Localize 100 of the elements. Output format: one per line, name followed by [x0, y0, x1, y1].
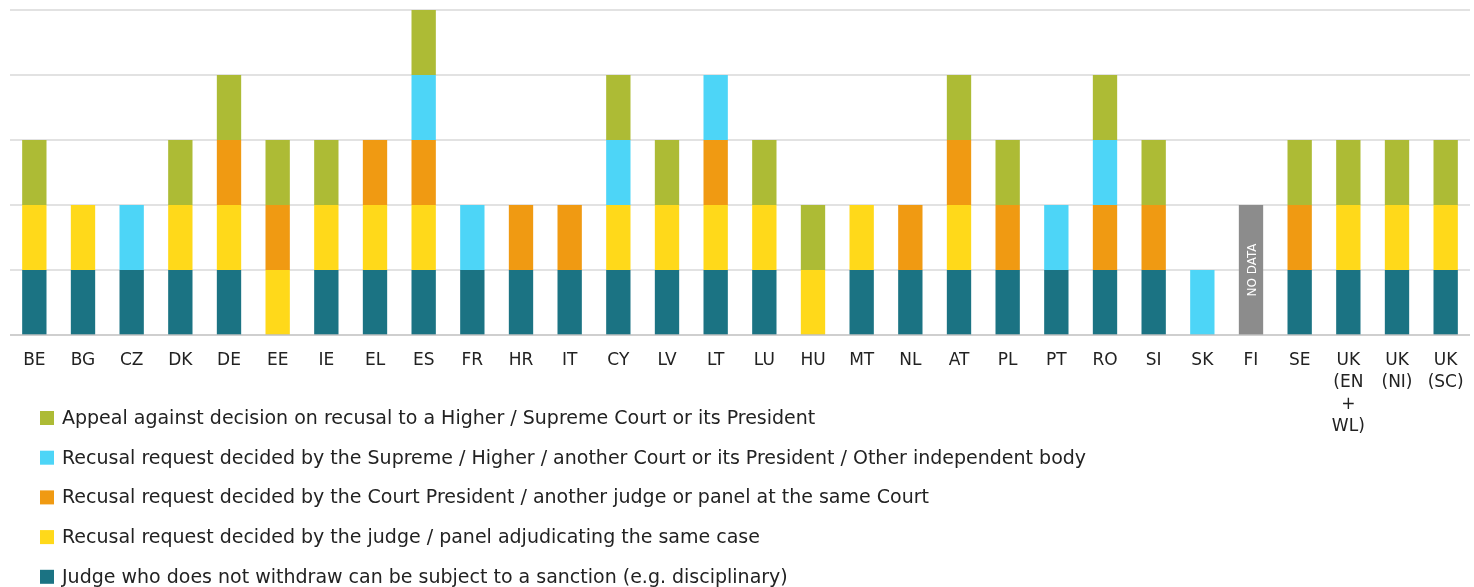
x-tick-label: FR — [461, 349, 484, 369]
x-tick-label: ES — [412, 349, 435, 369]
bar — [654, 270, 680, 335]
bar — [752, 140, 777, 205]
bar — [411, 270, 436, 335]
x-tick-label: EL — [364, 349, 386, 369]
bar — [216, 140, 242, 205]
bar — [1433, 270, 1458, 335]
bar — [1336, 205, 1361, 270]
bar — [1287, 270, 1312, 335]
bar — [265, 205, 290, 270]
bar — [557, 270, 582, 335]
bar — [995, 270, 1020, 335]
bar — [800, 270, 826, 335]
bar — [1336, 140, 1361, 205]
bar — [411, 75, 436, 140]
legend-label: Recusal request decided by the judge / panel adjudicating the same case — [62, 525, 760, 548]
bar — [216, 205, 242, 270]
bar — [1287, 140, 1312, 205]
bar — [362, 205, 388, 270]
x-tick-label: LU — [753, 349, 775, 369]
bar — [314, 140, 339, 205]
bar — [362, 270, 388, 335]
bar — [216, 270, 242, 335]
bar — [1433, 140, 1458, 205]
bar — [654, 205, 680, 270]
bar — [703, 270, 728, 335]
x-tick-label: EE — [266, 349, 289, 369]
x-tick-label: IE — [318, 349, 335, 369]
x-tick-label: LV — [657, 349, 677, 369]
bar — [946, 270, 972, 335]
bar — [606, 205, 631, 270]
bar — [946, 140, 972, 205]
bar — [362, 140, 388, 205]
x-tick-label: UK (NI) — [1381, 349, 1413, 392]
bar — [1336, 270, 1361, 335]
x-tick-label: SI — [1145, 349, 1162, 369]
x-tick-label: HR — [508, 349, 534, 369]
bar — [168, 270, 193, 335]
bar — [995, 140, 1020, 205]
x-tick-label: AT — [948, 349, 970, 369]
x-tick-label: LT — [706, 349, 726, 369]
annotation: NO DATA — [1245, 242, 1259, 297]
x-tick-label: CZ — [119, 349, 144, 369]
bar — [1141, 140, 1166, 205]
bar — [411, 10, 436, 75]
x-tick-label: MT — [849, 349, 875, 369]
bar — [606, 140, 631, 205]
bar — [1044, 205, 1069, 270]
legend-label: Recusal request decided by the Supreme / Higher / another Court or its President / Other independent body — [62, 445, 1087, 468]
bar — [1384, 270, 1410, 335]
bar — [314, 205, 339, 270]
bar — [22, 205, 47, 270]
x-tick-label: BE — [23, 349, 46, 369]
bar — [606, 270, 631, 335]
x-tick-label: DK — [168, 349, 194, 369]
bar — [119, 270, 144, 335]
legend-label: Judge who does not withdraw can be subject to a sanction (e.g. disciplinary) — [61, 564, 788, 587]
bar — [703, 205, 728, 270]
bar — [946, 75, 972, 140]
bar — [1141, 270, 1166, 335]
bar — [70, 270, 96, 335]
bar — [70, 205, 96, 270]
bar — [654, 140, 680, 205]
bar — [22, 270, 47, 335]
bar — [411, 205, 436, 270]
bar — [314, 270, 339, 335]
bar — [752, 270, 777, 335]
bar — [946, 205, 972, 270]
bar — [1092, 270, 1118, 335]
bar — [800, 205, 826, 270]
bar — [216, 75, 242, 140]
bar — [849, 205, 874, 270]
x-tick-label: DE — [217, 349, 241, 369]
bar — [1092, 140, 1118, 205]
bar — [265, 270, 290, 335]
x-tick-label: BG — [70, 349, 96, 369]
bar — [1433, 205, 1458, 270]
x-tick-label: RO — [1092, 349, 1118, 369]
x-tick-label: HU — [800, 349, 826, 369]
bar — [1384, 205, 1410, 270]
bar — [168, 140, 193, 205]
bar — [508, 205, 534, 270]
legend-label: Recusal request decided by the Court President / another judge or panel at the same Court — [62, 485, 929, 508]
bar — [752, 205, 777, 270]
x-tick-label: PT — [1046, 349, 1068, 369]
bar — [898, 205, 923, 270]
bar — [508, 270, 534, 335]
x-tick-label: UK (EN + WL) — [1331, 349, 1365, 436]
bar — [1190, 270, 1215, 335]
bar — [557, 205, 582, 270]
bar — [849, 270, 874, 335]
bar — [898, 270, 923, 335]
bar — [703, 75, 728, 140]
bar — [1287, 205, 1312, 270]
x-tick-label: FI — [1243, 349, 1259, 369]
bar — [1092, 75, 1118, 140]
bar — [1044, 270, 1069, 335]
bar — [168, 205, 193, 270]
bar — [1141, 205, 1166, 270]
